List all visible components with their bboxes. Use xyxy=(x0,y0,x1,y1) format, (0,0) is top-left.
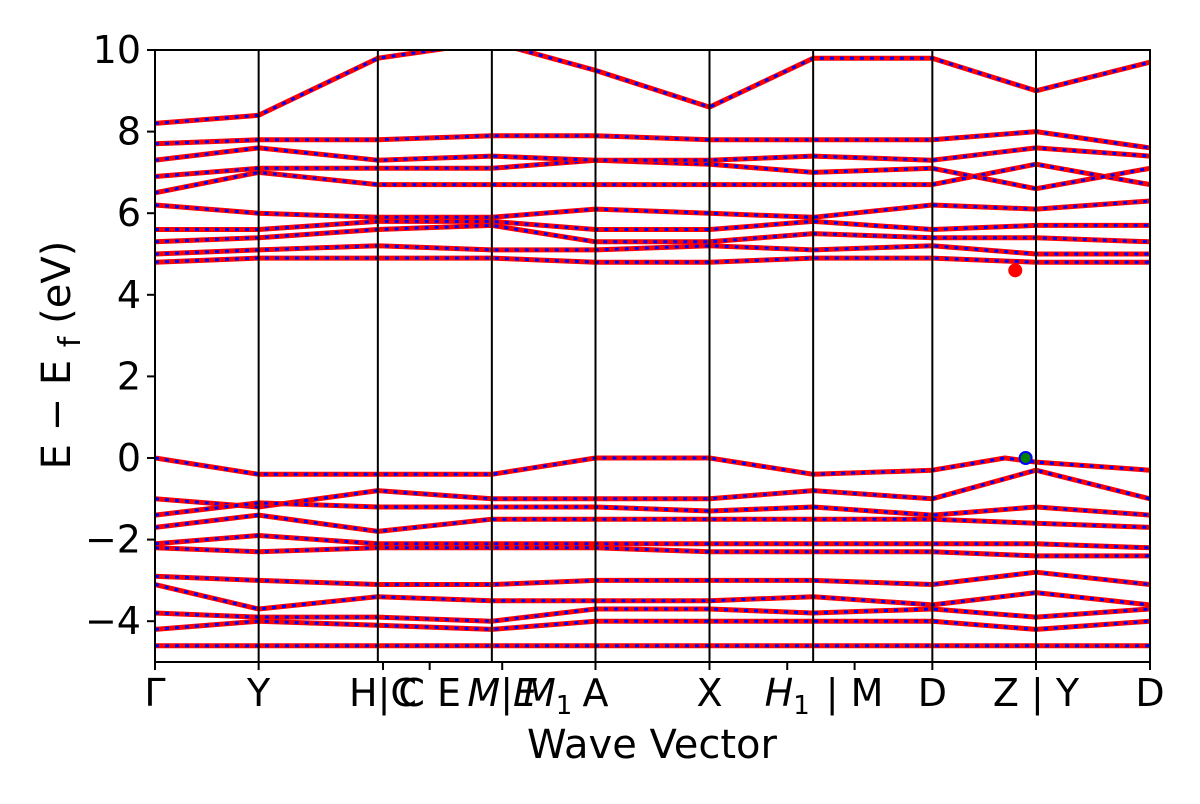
band-line-13 xyxy=(155,243,1150,257)
y-axis-label-group: E − E f (eV) xyxy=(34,241,90,470)
y-tick-label: 10 xyxy=(93,28,141,72)
band-line-5 xyxy=(155,533,1150,551)
y-tick-label: −2 xyxy=(85,518,141,562)
band-line-overlay-6 xyxy=(155,546,1150,558)
band-line-overlay-14 xyxy=(155,223,1150,244)
axes-frame xyxy=(154,49,1151,663)
band-line-overlay-9 xyxy=(155,607,1150,623)
x-tick-label: M|E xyxy=(467,671,537,716)
x-tick-label: M1 xyxy=(523,671,572,721)
point-marker-1 xyxy=(1008,263,1023,278)
band-line-4 xyxy=(155,512,1150,534)
band-line-overlay-5 xyxy=(155,533,1150,550)
band-line-overlay-3 xyxy=(155,501,1150,517)
band-line-21 xyxy=(155,50,1150,126)
y-axis-label-subscript: f xyxy=(53,335,88,347)
band-line-7 xyxy=(155,569,1150,587)
y-tick-label: 8 xyxy=(117,110,141,154)
y-axis-label: E − E xyxy=(34,360,80,470)
band-line-1 xyxy=(155,455,1150,477)
y-tick-label: 4 xyxy=(117,273,141,317)
band-line-12 xyxy=(155,255,1150,265)
band-line-16 xyxy=(155,198,1150,220)
y-tick-label: 2 xyxy=(117,354,141,398)
band-line-overlay-13 xyxy=(155,244,1150,256)
x-tick-label: H1 xyxy=(765,671,810,721)
high-symmetry-lines xyxy=(257,50,1037,662)
band-line-overlay-7 xyxy=(155,570,1150,587)
x-tick-label: Z | Y xyxy=(993,671,1080,716)
x-tick-label: Γ xyxy=(144,671,165,715)
point-marker-2 xyxy=(1018,451,1033,465)
y-tick-label: 6 xyxy=(117,191,141,235)
band-line-overlay-18 xyxy=(155,158,1150,191)
band-line-15 xyxy=(155,218,1150,232)
band-line-overlay-16 xyxy=(155,199,1150,219)
x-ticks: Γ Y H|CC E M|E A X H1 | M D Z | Y D M1 xyxy=(144,662,1165,721)
x-tick-label: X xyxy=(696,671,722,715)
svg-text:E − E f (eV): E − E f (eV) xyxy=(34,241,90,470)
y-ticks: −4 −2 0 2 4 6 8 10 xyxy=(85,28,155,643)
x-tick-label: H|C xyxy=(349,671,417,716)
y-tick-label: −4 xyxy=(85,599,141,643)
y-axis-label-unit: (eV) xyxy=(34,241,80,324)
x-tick-label: D xyxy=(918,671,947,715)
band-line-overlay-15 xyxy=(155,219,1150,232)
band-line-overlay-2 xyxy=(155,468,1150,509)
x-tick-label: | M xyxy=(826,671,884,716)
series-layer xyxy=(155,50,1150,649)
band-line-overlay-10 xyxy=(155,619,1150,631)
band-line-overlay-20 xyxy=(155,130,1150,150)
band-line-6 xyxy=(155,545,1150,559)
x-tick-label: A xyxy=(582,671,608,715)
band-line-10 xyxy=(155,618,1150,632)
marker-layer xyxy=(1008,263,1033,465)
band-line-overlay-17 xyxy=(155,162,1150,195)
x-tick-label: C E xyxy=(398,671,461,715)
band-line-overlay-19 xyxy=(155,146,1150,162)
x-axis-label: Wave Vector xyxy=(527,722,778,768)
band-line-20 xyxy=(155,129,1150,151)
band-line-overlay-8 xyxy=(155,583,1150,611)
band-line-overlay-4 xyxy=(155,513,1150,533)
y-tick-label: 0 xyxy=(117,436,141,480)
band-line-overlay-21 xyxy=(155,50,1150,125)
band-line-overlay-12 xyxy=(155,256,1150,264)
axes-border xyxy=(154,49,1151,663)
x-tick-label: Y xyxy=(246,671,271,715)
x-tick-label: D xyxy=(1135,671,1164,715)
